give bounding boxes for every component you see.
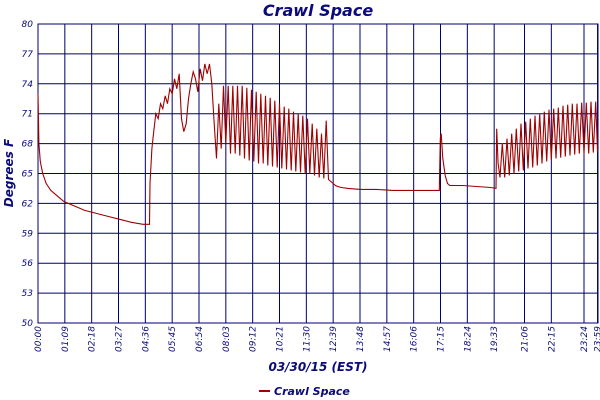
- plot-area: 50 53 56 59 62 65 68 71 74 77 80 00:00 01:09 02:18 03…: [22, 20, 600, 352]
- x-tick-label: 14:57: [383, 326, 393, 352]
- y-tick-label: 68: [22, 140, 34, 150]
- x-tick-label: 10:21: [276, 326, 286, 352]
- x-tick-label: 08:03: [222, 326, 232, 352]
- x-tick-label: 01:09: [61, 326, 71, 352]
- x-tick-label: 12:39: [329, 326, 339, 352]
- x-tick-label: 22:15: [547, 326, 557, 352]
- y-tick-label: 74: [22, 80, 34, 90]
- series-line-crawl-space: [37, 63, 599, 225]
- x-tick-label: 18:24: [463, 326, 473, 352]
- y-tick-label: 50: [22, 319, 34, 329]
- x-tick-label: 02:18: [88, 326, 98, 352]
- y-axis-label: Degrees F: [2, 138, 16, 207]
- legend-label-crawl-space: Crawl Space: [274, 385, 350, 398]
- y-tick-labels: 50 53 56 59 62 65 68 71 74 77 80: [22, 20, 34, 329]
- x-tick-label: 16:06: [410, 326, 420, 352]
- x-tick-label: 21:06: [521, 326, 531, 352]
- y-tick-label: 65: [22, 170, 34, 180]
- x-tick-label: 23:59: [594, 326, 600, 352]
- x-tick-label: 05:45: [168, 326, 178, 352]
- y-tick-label: 62: [22, 199, 34, 209]
- legend: Crawl Space: [259, 385, 350, 398]
- x-axis-label: 03/30/15 (EST): [268, 360, 367, 374]
- y-tick-label: 56: [22, 259, 34, 269]
- plot-frame: [37, 23, 599, 324]
- x-tick-label: 17:15: [437, 326, 447, 352]
- x-tick-label: 04:36: [141, 326, 151, 352]
- y-tick-label: 80: [22, 20, 34, 30]
- x-tick-label: 06:54: [195, 326, 205, 352]
- x-tick-label: 03:27: [115, 326, 125, 352]
- x-tick-label: 13:48: [356, 326, 366, 352]
- x-tick-label: 09:12: [249, 326, 259, 352]
- x-tick-label: 19:33: [490, 326, 500, 352]
- x-tick-label: 00:00: [34, 326, 44, 352]
- y-tick-label: 77: [22, 50, 34, 60]
- y-tick-label: 53: [22, 289, 34, 299]
- x-tick-label: 23:24: [580, 326, 590, 352]
- y-tick-label: 71: [22, 110, 33, 120]
- y-tick-label: 59: [22, 229, 34, 239]
- x-tick-label: 11:30: [302, 326, 312, 352]
- chart-title: Crawl Space: [263, 1, 374, 20]
- x-tick-labels: 00:00 01:09 02:18 03:27 04:36 05:45 06:54 08:03…: [34, 326, 600, 352]
